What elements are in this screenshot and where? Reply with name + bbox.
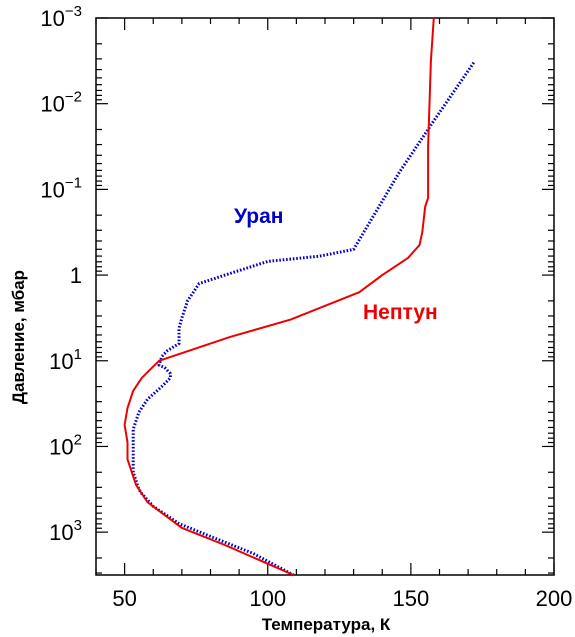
x-tick-label: 200 — [536, 586, 573, 611]
y-tick-label: 103 — [49, 517, 82, 545]
x-tick-label: 100 — [249, 586, 286, 611]
y-tick-label: 10−2 — [40, 89, 82, 117]
series-line-neptune — [123, 17, 435, 576]
y-tick-label: 10−3 — [40, 3, 82, 31]
y-tick-label: 10−1 — [40, 174, 82, 202]
series-label-uranus: Уран — [234, 205, 283, 228]
y-tick-label: 102 — [49, 431, 82, 459]
series-label-neptune: Нептун — [363, 301, 438, 324]
plot-frame — [95, 17, 555, 576]
y-tick-label: 1 — [70, 263, 82, 288]
y-tick-label: 101 — [49, 346, 82, 374]
y-axis-title: Давление, мбар — [9, 270, 28, 404]
x-axis-title: Температура, К — [262, 615, 391, 634]
x-tick-label: 150 — [393, 586, 430, 611]
x-tick-label: 50 — [112, 586, 136, 611]
